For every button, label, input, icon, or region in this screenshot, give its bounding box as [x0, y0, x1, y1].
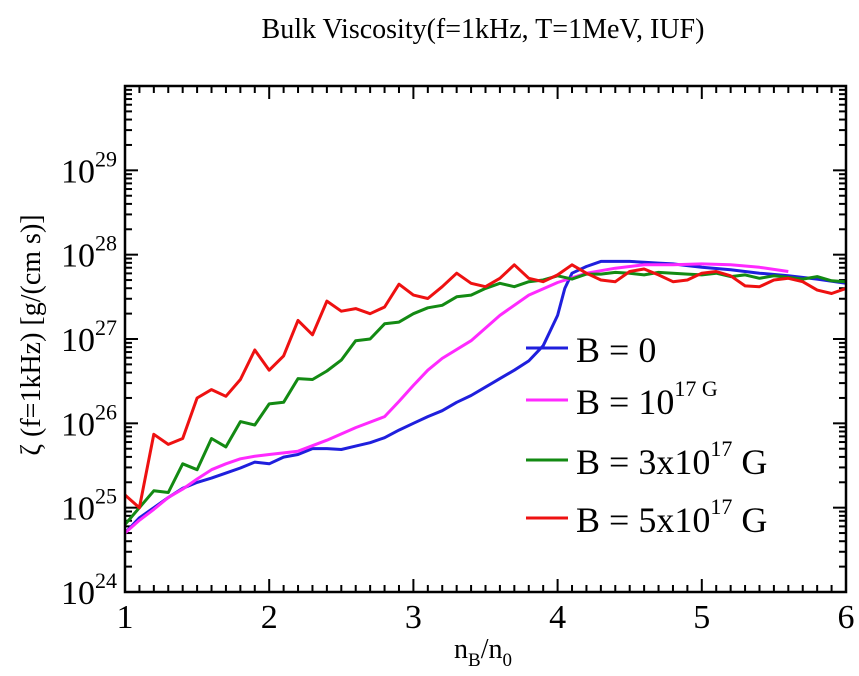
y-tick-label-exponent: 28 [95, 231, 117, 256]
series-line-2 [124, 262, 789, 535]
x-axis-label-main: n [454, 634, 468, 665]
series-line-3 [123, 270, 847, 526]
y-tick-label-base: 10 [61, 238, 95, 275]
legend-label-exponent: 17 G [674, 376, 718, 401]
x-axis-label-sub-b: B [468, 650, 481, 671]
y-tick-label-exponent: 27 [95, 315, 117, 340]
y-tick-label: 1025 [61, 484, 117, 528]
y-tick-label-exponent: 26 [95, 399, 117, 424]
x-tick-label: 1 [117, 599, 134, 636]
legend-label-4: B = 5x1017 G [576, 494, 767, 540]
legend-label-text: B = 5x10 [576, 500, 710, 540]
y-tick-label-base: 10 [61, 322, 95, 359]
legend-label-exponent: 17 [710, 494, 732, 519]
y-axis-label: ζ (f=1kHz) [g/(cm s)] [16, 214, 47, 455]
legend-label-1: B = 0 [576, 330, 656, 370]
y-tick-label: 1028 [61, 231, 117, 275]
legend-label-3: B = 3x1017 G [576, 436, 767, 482]
legend-label-exponent: 17 [710, 436, 732, 461]
y-tick-label-exponent: 29 [95, 146, 117, 171]
legend-label-unit: G [732, 500, 767, 540]
y-tick-label: 1026 [61, 399, 117, 443]
y-axis-label-group: ζ (f=1kHz) [g/(cm s)] [16, 214, 47, 455]
y-tick-label-base: 10 [61, 491, 95, 528]
legend-label-text: B = 10 [576, 382, 674, 422]
plot-area-frame [123, 84, 848, 594]
legend-label-2: B = 1017 G [576, 376, 718, 422]
series-line-4 [124, 263, 847, 510]
y-tick-label-base: 10 [61, 575, 95, 612]
x-tick-label: 3 [405, 599, 422, 636]
series-line-1 [123, 259, 847, 535]
y-tick-label: 1029 [61, 146, 117, 190]
x-tick-label: 4 [549, 599, 566, 636]
legend-label-text: B = 3x10 [576, 442, 710, 482]
legend-label-unit: G [732, 442, 767, 482]
x-tick-label: 6 [838, 599, 855, 636]
x-axis-label: nB/n0 [454, 634, 512, 671]
x-axis-label-slash: /n [481, 634, 503, 665]
y-tick-label-exponent: 25 [95, 484, 117, 509]
y-tick-label-base: 10 [61, 406, 95, 443]
legend: B = 0B = 1017 GB = 3x1017 GB = 5x1017 G [526, 330, 767, 540]
y-tick-label: 1024 [61, 568, 117, 612]
legend-label-text: B = 0 [576, 330, 656, 370]
y-tick-label-exponent: 24 [95, 568, 117, 593]
x-tick-label: 5 [693, 599, 710, 636]
y-tick-label: 1027 [61, 315, 117, 359]
y-tick-label-base: 10 [61, 153, 95, 190]
x-axis-label-sub-0: 0 [502, 650, 512, 671]
series-lines [123, 259, 847, 535]
x-tick-label: 2 [261, 599, 278, 636]
chart-title: Bulk Viscosity(f=1kHz, T=1MeV, IUF) [262, 14, 705, 45]
